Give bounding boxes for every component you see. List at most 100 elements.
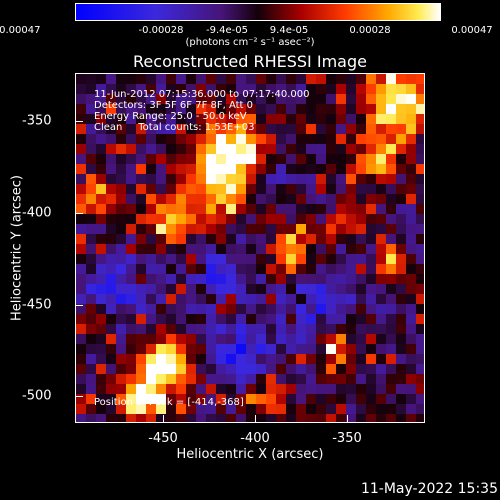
heatmap-cell <box>336 144 347 155</box>
heatmap-cell <box>406 364 417 375</box>
heatmap-cell <box>106 354 117 365</box>
heatmap-cell <box>296 84 307 95</box>
heatmap-cell <box>256 394 267 405</box>
heatmap-cell <box>336 334 347 345</box>
heatmap-cell <box>266 194 277 205</box>
heatmap-cell <box>316 134 327 145</box>
heatmap-cell <box>166 164 177 175</box>
heatmap-cell <box>326 334 337 345</box>
heatmap-cell <box>76 234 87 245</box>
heatmap-cell <box>156 224 167 235</box>
heatmap-cell <box>266 394 277 405</box>
heatmap-cell <box>416 84 424 95</box>
heatmap-cell <box>86 254 97 265</box>
heatmap-cell <box>306 84 317 95</box>
heatmap-cell <box>386 274 397 285</box>
heatmap-cell <box>336 394 347 405</box>
heatmap-cell <box>406 194 417 205</box>
heatmap-cell <box>136 84 147 95</box>
heatmap-cell <box>136 204 147 215</box>
heatmap-cell <box>386 144 397 155</box>
heatmap-cell <box>76 304 87 315</box>
heatmap-cell <box>176 404 187 415</box>
heatmap-cell <box>266 144 277 155</box>
heatmap-cell <box>196 124 207 135</box>
heatmap-cell <box>106 174 117 185</box>
heatmap-cell <box>256 284 267 295</box>
heatmap-cell <box>126 164 137 175</box>
heatmap-cell <box>146 404 157 415</box>
heatmap-cell <box>396 384 407 395</box>
heatmap-cell <box>176 264 187 275</box>
heatmap-cell <box>276 264 287 275</box>
heatmap-cell <box>416 214 424 225</box>
heatmap-cell <box>86 194 97 205</box>
heatmap-cell <box>76 144 87 155</box>
heatmap-cell <box>366 234 377 245</box>
heatmap-cell <box>156 84 167 95</box>
heatmap-cell <box>256 204 267 215</box>
heatmap-cell <box>156 374 167 385</box>
heatmap-cell <box>116 174 127 185</box>
heatmap-cell <box>346 284 357 295</box>
heatmap-cell <box>256 254 267 265</box>
heatmap-cell <box>286 404 297 415</box>
colorbar-tick-label: -9.4e-05 <box>206 25 248 36</box>
heatmap-cell <box>116 234 127 245</box>
heatmap-cell <box>396 374 407 385</box>
heatmap-cell <box>96 84 107 95</box>
heatmap-cell <box>156 234 167 245</box>
heatmap-cell <box>226 374 237 385</box>
colorbar-tick-label: 0.00028 <box>349 25 391 36</box>
heatmap-cell <box>196 104 207 115</box>
heatmap-cell <box>86 334 97 345</box>
heatmap-cell <box>236 384 247 395</box>
heatmap-cell <box>116 404 127 415</box>
heatmap-cell <box>346 354 357 365</box>
heatmap-cell <box>396 294 407 305</box>
heatmap-cell <box>276 174 287 185</box>
heatmap-cell <box>116 154 127 165</box>
heatmap-cell <box>336 384 347 395</box>
heatmap-cell <box>286 314 297 325</box>
heatmap-cell <box>216 374 227 385</box>
heatmap-cell <box>226 214 237 225</box>
heatmap-cell <box>336 164 347 175</box>
heatmap-cell <box>236 274 247 285</box>
heatmap-cell <box>346 124 357 135</box>
heatmap-cell <box>196 194 207 205</box>
heatmap-cell <box>326 394 337 405</box>
heatmap-cell <box>136 294 147 305</box>
y-axis-label: Heliocentric Y (arcsec) <box>9 175 25 321</box>
heatmap-cell <box>246 364 257 375</box>
heatmap-cell <box>206 254 217 265</box>
heatmap-cell <box>276 234 287 245</box>
heatmap-cell <box>386 384 397 395</box>
heatmap-cell <box>256 214 267 225</box>
heatmap-cell <box>76 324 87 335</box>
heatmap-cell <box>156 324 167 335</box>
heatmap-cell <box>326 154 337 165</box>
heatmap-cell <box>126 124 137 135</box>
heatmap-cell <box>146 284 157 295</box>
heatmap-cell <box>146 314 157 325</box>
heatmap-cell <box>246 324 257 335</box>
heatmap-cell <box>406 414 417 422</box>
heatmap-cell <box>246 124 257 135</box>
heatmap-cell <box>266 364 277 375</box>
heatmap-cell <box>286 284 297 295</box>
heatmap-cell <box>416 104 424 115</box>
heatmap-cell <box>376 74 387 85</box>
heatmap-cell <box>366 194 377 205</box>
heatmap-cell <box>286 324 297 335</box>
heatmap-cell <box>356 204 367 215</box>
heatmap-cell <box>106 154 117 165</box>
heatmap-cell <box>286 274 297 285</box>
heatmap-cell <box>266 104 277 115</box>
heatmap-cell <box>236 294 247 305</box>
heatmap-cell <box>146 244 157 255</box>
heatmap-cell <box>186 304 197 315</box>
heatmap-cell <box>296 304 307 315</box>
heatmap-cell <box>366 94 377 105</box>
heatmap-cell <box>136 314 147 325</box>
